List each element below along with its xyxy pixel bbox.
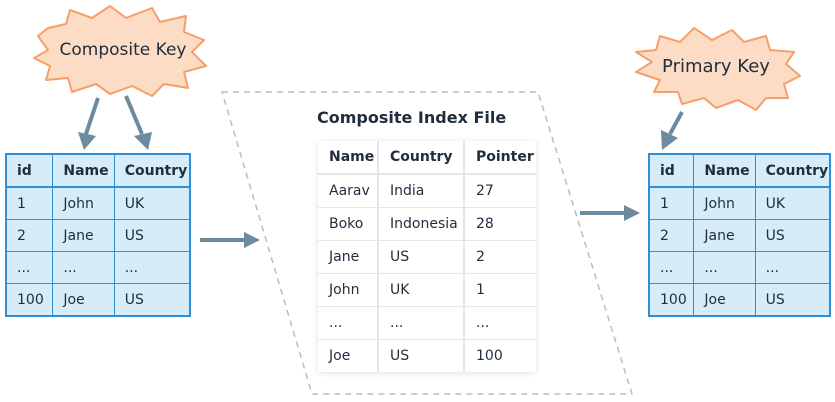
table-row: 2 Jane US	[5, 219, 191, 252]
cell: ...	[5, 251, 54, 284]
header-country: Country	[113, 153, 191, 188]
cell: 100	[648, 283, 695, 317]
cell: Jane	[318, 240, 378, 274]
cell: UK	[377, 273, 464, 307]
header-country: Country	[754, 153, 831, 188]
composite-key-label: Composite Key	[59, 40, 187, 60]
cell: Jane	[52, 219, 115, 252]
cell: ...	[52, 251, 115, 284]
header-name: Name	[693, 153, 756, 188]
index-file-title: Composite Index File	[317, 108, 507, 127]
table-row: ... ... ...	[318, 306, 536, 340]
flow-arrows	[200, 205, 640, 248]
table-row: 100 Joe US	[5, 283, 191, 317]
table-row: Boko Indonesia 28	[318, 207, 536, 241]
cell: Joe	[693, 283, 756, 317]
composite-index-table: Name Country Pointer Aarav India 27 Boko…	[318, 141, 536, 372]
cell: 28	[463, 207, 536, 241]
cell: 2	[463, 240, 536, 274]
cell: John	[693, 186, 756, 220]
cell: Indonesia	[377, 207, 464, 241]
composite-key-arrows	[78, 95, 152, 150]
cell: US	[754, 283, 831, 317]
header-country: Country	[377, 141, 464, 175]
cell: Joe	[52, 283, 115, 317]
header-pointer: Pointer	[463, 141, 536, 175]
cell: US	[113, 219, 191, 252]
cell: Boko	[318, 207, 378, 241]
cell: 100	[463, 339, 536, 372]
cell: India	[377, 174, 464, 208]
cell: 27	[463, 174, 536, 208]
cell: 1	[648, 186, 695, 220]
cell: ...	[463, 306, 536, 340]
table-row: Jane US 2	[318, 240, 536, 274]
cell: Jane	[693, 219, 756, 252]
table-row: John UK 1	[318, 273, 536, 307]
cell: 2	[5, 219, 54, 252]
table-row: 100 Joe US	[648, 283, 831, 317]
cell: 1	[5, 186, 54, 220]
header-id: id	[648, 153, 695, 188]
index-file-dashed-frame	[220, 91, 634, 395]
cell: 100	[5, 283, 54, 317]
table-row: Aarav India 27	[318, 174, 536, 208]
cell: ...	[318, 306, 378, 340]
target-table: id Name Country 1 John UK 2 Jane US ... …	[648, 153, 831, 317]
header-id: id	[5, 153, 54, 188]
cell: John	[52, 186, 115, 220]
primary-key-label: Primary Key	[662, 56, 770, 77]
cell: UK	[113, 186, 191, 220]
primary-key-burst-shape	[635, 27, 801, 111]
cell: ...	[377, 306, 464, 340]
table-row: ... ... ...	[5, 251, 191, 284]
cell: US	[754, 219, 831, 252]
cell: Aarav	[318, 174, 378, 208]
cell: US	[377, 240, 464, 274]
header-name: Name	[318, 141, 378, 175]
table-row: 2 Jane US	[648, 219, 831, 252]
cell: ...	[693, 251, 756, 284]
cell: UK	[754, 186, 831, 220]
cell: 1	[463, 273, 536, 307]
cell: US	[377, 339, 464, 372]
cell: ...	[648, 251, 695, 284]
cell: ...	[754, 251, 831, 284]
cell: Joe	[329, 348, 351, 364]
table-row: 1 John UK	[5, 186, 191, 220]
table-row: ... ... ...	[648, 251, 831, 284]
table-row: 1 John UK	[648, 186, 831, 220]
header-name: Name	[52, 153, 115, 188]
composite-key-burst-shape	[33, 5, 207, 97]
source-table: id Name Country 1 John UK 2 Jane US ... …	[5, 153, 191, 317]
table-row: Joe US 100	[318, 339, 536, 372]
primary-key-arrow	[661, 111, 684, 150]
cell: John	[318, 273, 378, 307]
cell: 2	[648, 219, 695, 252]
cell: ...	[113, 251, 191, 284]
cell: US	[113, 283, 191, 317]
